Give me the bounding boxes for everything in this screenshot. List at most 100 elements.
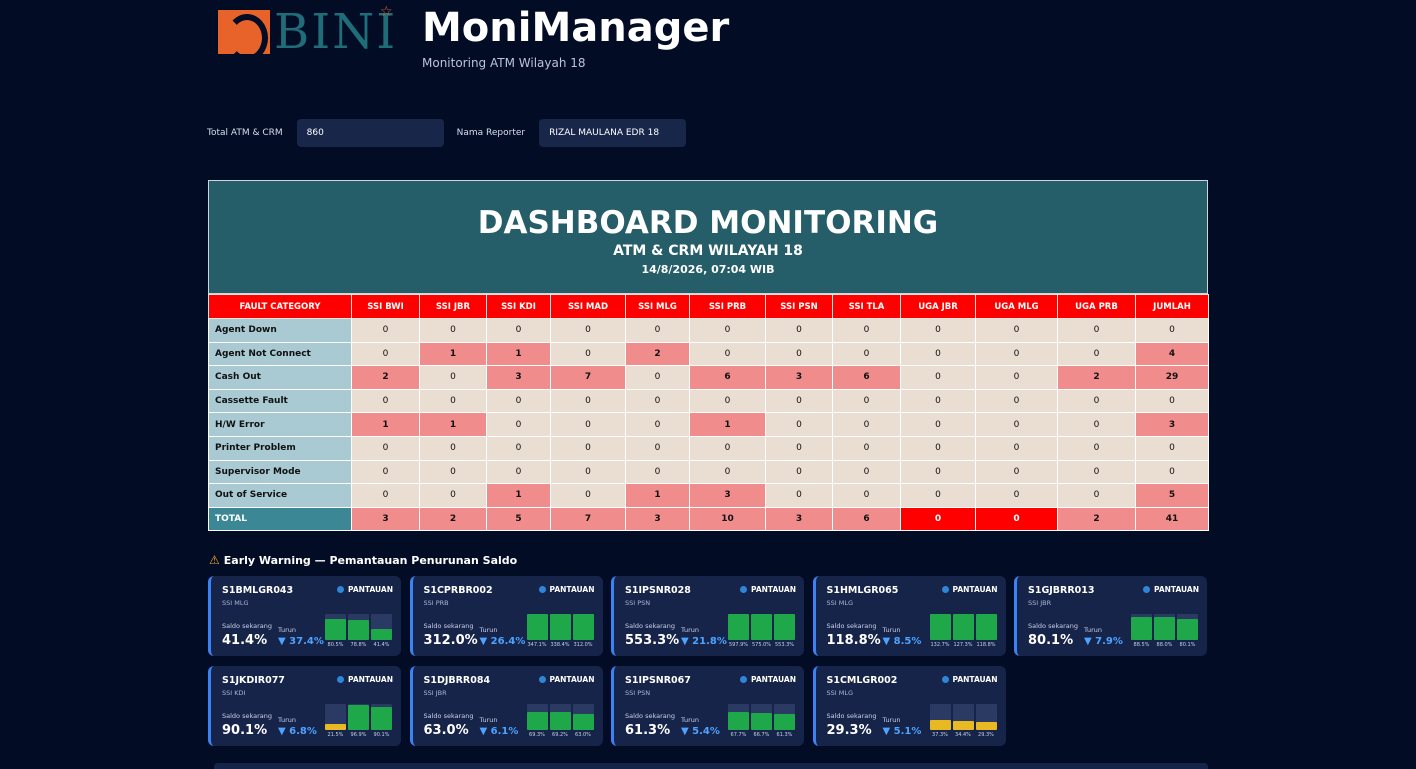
bar-track	[975, 614, 997, 640]
drop-label: Turun	[681, 626, 700, 634]
fault-count-cell: 0	[550, 483, 626, 508]
atm-id: S1GJBRR013	[1028, 585, 1095, 596]
col-header: UGA MLG	[975, 294, 1058, 319]
warning-card[interactable]: S1IPSNR067 SSI PSN PANTAUAN Saldo sekarang 6…	[611, 666, 804, 746]
fault-count-cell: 0	[625, 412, 690, 437]
status-badge-label: PANTAUAN	[751, 675, 796, 684]
bar-track	[325, 704, 346, 730]
bar-fill	[975, 614, 997, 640]
fault-count-cell: 5	[486, 506, 551, 532]
fault-count-cell: 0	[550, 388, 626, 414]
bar-track	[1177, 614, 1198, 640]
warning-card[interactable]: S1JKDIR077 SSI KDI PANTAUAN Saldo sekarang 9…	[208, 666, 401, 746]
fault-count-cell: 7	[550, 506, 626, 532]
fault-count-cell: 29	[1135, 365, 1209, 390]
atm-id: S1BMLGR043	[222, 585, 294, 596]
fault-count-cell: 1	[689, 412, 766, 437]
saldo-trend-bars: 132.7% 127.3% 118.8%	[929, 614, 999, 648]
bar-label: 312.0%	[573, 642, 593, 648]
early-warning-title: ⚠ Early Warning — Pemantauan Penurunan S…	[209, 553, 517, 567]
fault-count-cell: 0	[765, 388, 833, 414]
trend-bar: 41.4%	[371, 614, 392, 648]
status-badge: PANTAUAN	[337, 585, 393, 594]
status-badge-label: PANTAUAN	[1154, 585, 1199, 594]
saldo-label: Saldo sekarang	[423, 622, 474, 630]
status-badge: PANTAUAN	[538, 585, 595, 594]
fault-table: FAULT CATEGORY SSI BWI SSI JBR SSI KDI SSI M…	[208, 294, 1209, 532]
warning-card[interactable]: S1CMLGR002 SSI MLG PANTAUAN Saldo sekarang 2…	[812, 666, 1006, 746]
app-title: MoniManager	[422, 5, 730, 51]
fault-count-cell: 3	[486, 365, 551, 390]
table-row: H/W Error 1 1 0 0 0 1 0 0 0 0 0 3	[208, 412, 1209, 437]
fault-count-cell: 1	[486, 483, 551, 508]
status-dot-icon	[941, 586, 949, 593]
reporter-input[interactable]: RIZAL MAULANA EDR 18	[539, 119, 687, 147]
drop-value: ▼ 6.1%	[479, 726, 519, 737]
bar-track	[348, 704, 369, 730]
star-icon: ☆	[380, 4, 393, 20]
col-header: SSI KDI	[486, 294, 551, 319]
fault-category-cell: TOTAL	[208, 506, 352, 532]
drop-label: Turun	[1084, 626, 1103, 634]
fault-count-cell: 0	[550, 459, 626, 485]
col-header: SSI MLG	[625, 294, 690, 319]
status-badge: PANTAUAN	[740, 585, 796, 594]
bar-label: 61.3%	[776, 732, 793, 738]
warning-card[interactable]: S1BMLGR043 SSI MLG PANTAUAN Saldo sekarang 4…	[208, 576, 401, 656]
fault-count-cell: 0	[975, 365, 1058, 390]
bar-label: 347.1%	[527, 642, 547, 648]
warning-icon: ⚠	[209, 553, 220, 567]
warning-card[interactable]: S1DJBRR084 SSI JBR PANTAUAN Saldo sekarang 6…	[409, 666, 603, 746]
col-header: SSI PSN	[765, 294, 833, 319]
atm-group: SSI JBR	[423, 689, 447, 697]
bar-label: 69.3%	[529, 732, 545, 738]
trend-bar: 347.1%	[526, 614, 548, 648]
warning-card[interactable]: S1GJBRR013 SSI JBR PANTAUAN Saldo sekarang 8…	[1014, 576, 1207, 656]
col-header: SSI TLA	[832, 294, 901, 319]
fault-count-cell: 5	[1135, 483, 1209, 508]
fault-count-cell: 0	[765, 435, 833, 461]
bar-label: 67.7%	[730, 732, 747, 738]
fault-count-cell: 0	[419, 435, 487, 461]
fault-count-cell: 0	[765, 412, 833, 437]
atm-id: S1HMLGR065	[826, 585, 899, 596]
fault-count-cell: 3	[765, 365, 833, 390]
trend-bar: 80.1%	[1177, 614, 1198, 648]
saldo-trend-bars: 597.9% 575.0% 553.3%	[728, 614, 797, 648]
trend-bar: 78.8%	[348, 614, 369, 648]
trend-bar: 88.5%	[1131, 614, 1152, 648]
report-form: Total ATM & CRM 860 Nama Reporter RIZAL …	[207, 119, 687, 147]
fault-count-cell: 1	[419, 412, 487, 437]
bar-track	[325, 614, 346, 640]
bar-track	[526, 614, 548, 640]
status-badge: PANTAUAN	[941, 675, 998, 684]
bar-track	[348, 614, 369, 640]
bar-label: 34.4%	[955, 732, 971, 738]
saldo-label: Saldo sekarang	[625, 622, 676, 630]
fault-count-cell: 0	[832, 435, 901, 461]
fault-count-cell: 1	[486, 341, 551, 367]
atm-id: S1CPRBR002	[423, 585, 493, 596]
fault-count-cell: 0	[689, 435, 766, 461]
warning-card[interactable]: S1HMLGR065 SSI MLG PANTAUAN Saldo sekarang 1…	[812, 576, 1006, 656]
fault-count-cell: 3	[1135, 412, 1209, 437]
bar-track	[774, 704, 795, 730]
bar-track	[572, 614, 594, 640]
status-badge-label: PANTAUAN	[549, 675, 595, 684]
col-header: JUMLAH	[1135, 294, 1209, 319]
status-dot-icon	[337, 676, 345, 683]
warning-card[interactable]: S1CPRBR002 SSI PRB PANTAUAN Saldo sekarang 3…	[409, 576, 603, 656]
fault-count-cell: 0	[689, 459, 766, 485]
total-atm-input[interactable]: 860	[296, 119, 444, 147]
bar-fill	[549, 614, 571, 640]
bar-track	[1131, 614, 1152, 640]
fault-count-cell: 6	[832, 365, 901, 390]
warning-card[interactable]: S1IPSNR028 SSI PSN PANTAUAN Saldo sekarang 5…	[611, 576, 804, 656]
reporter-label: Nama Reporter	[456, 128, 526, 138]
trend-bar: 312.0%	[572, 614, 594, 648]
bar-fill	[371, 629, 392, 640]
col-header: UGA JBR	[900, 294, 976, 319]
saldo-value: 90.1%	[222, 723, 268, 738]
fault-count-cell: 0	[975, 318, 1058, 343]
drop-label: Turun	[882, 716, 901, 724]
